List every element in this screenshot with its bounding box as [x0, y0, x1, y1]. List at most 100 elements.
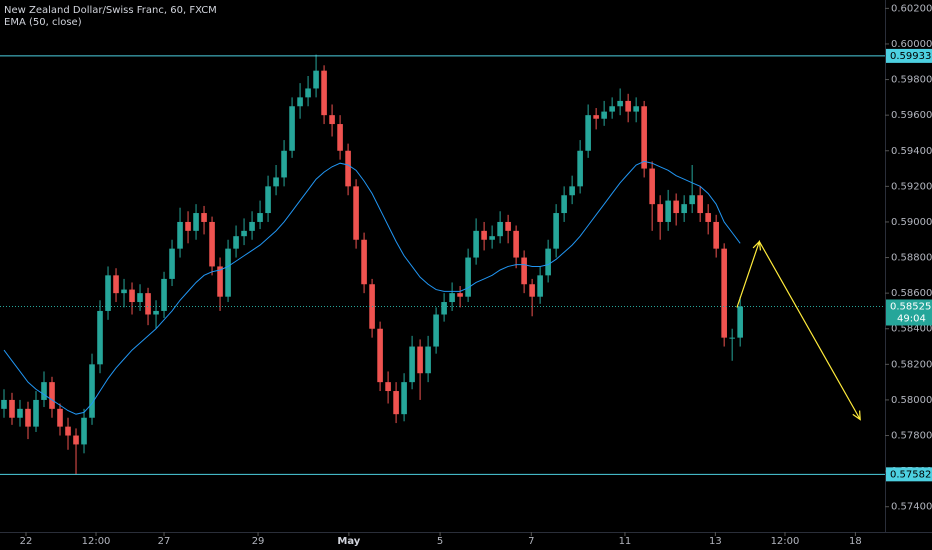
- candle-body: [41, 382, 47, 400]
- x-tick-label: 27: [158, 536, 171, 547]
- candle-body: [689, 195, 695, 205]
- y-tick-label: 0.59800: [891, 75, 932, 86]
- candle-body: [249, 221, 255, 231]
- candle-body: [601, 111, 607, 119]
- chart-title: New Zealand Dollar/Swiss Franc, 60, FXCM: [4, 5, 217, 16]
- arrow-head: [752, 240, 762, 251]
- candle-body: [401, 382, 407, 415]
- candle-body: [377, 328, 383, 383]
- candle-body: [641, 106, 647, 169]
- candle-body: [473, 230, 479, 258]
- candle-body: [129, 289, 135, 303]
- x-tick-label: 29: [252, 536, 265, 547]
- candle-body: [321, 70, 327, 116]
- candle-body: [329, 115, 335, 125]
- y-tick-label: 0.58600: [891, 288, 932, 299]
- candle-body: [417, 346, 423, 374]
- candle-body: [313, 70, 319, 89]
- candle-body: [521, 257, 527, 285]
- candle-body: [337, 124, 343, 151]
- candle-body: [49, 382, 55, 409]
- candle-body: [713, 221, 719, 249]
- y-tick-label: 0.59000: [891, 217, 932, 228]
- candle-body: [1, 399, 7, 409]
- candle-body: [297, 97, 303, 107]
- candle-body: [657, 204, 663, 222]
- candle-body: [257, 213, 263, 222]
- x-tick-label: 7: [528, 536, 534, 547]
- candle-body: [449, 293, 455, 303]
- candle-body: [697, 195, 703, 214]
- candle-body: [145, 293, 151, 315]
- candle-body: [65, 426, 71, 436]
- candle-body: [89, 364, 95, 418]
- candle-body: [737, 306, 743, 338]
- candle-body: [569, 186, 575, 196]
- candle-body: [361, 239, 367, 285]
- candle-body: [193, 213, 199, 231]
- candle-body: [665, 200, 671, 222]
- candle-body: [609, 106, 615, 112]
- candle-body: [393, 391, 399, 415]
- candle-body: [289, 106, 295, 151]
- candle-body: [233, 236, 239, 249]
- candle-body: [649, 168, 655, 205]
- y-tick-label: 0.58200: [891, 359, 932, 370]
- candle-body: [513, 230, 519, 258]
- candle-body: [97, 310, 103, 365]
- candle-body: [441, 302, 447, 315]
- candle-body: [577, 150, 583, 187]
- candle-body: [529, 284, 535, 297]
- candle-body: [425, 346, 431, 374]
- candle-body: [553, 213, 559, 249]
- candle-body: [585, 115, 591, 151]
- y-tick-label: 0.58000: [891, 395, 932, 406]
- candle-body: [265, 186, 271, 214]
- candle-body: [721, 248, 727, 338]
- candle-body: [537, 275, 543, 297]
- candle-body: [185, 221, 191, 231]
- level-label-bg: [886, 48, 932, 63]
- candle-body: [385, 382, 391, 392]
- level-label: 0.59933: [890, 51, 931, 62]
- x-tick-label: 12:00: [771, 536, 800, 547]
- candle-body: [497, 221, 503, 237]
- candle-body: [161, 278, 167, 311]
- candle-body: [625, 100, 631, 112]
- candle-body: [593, 115, 599, 119]
- candle-body: [9, 399, 15, 418]
- candle-body: [113, 275, 119, 294]
- candle-body: [409, 346, 415, 383]
- candle-body: [153, 310, 159, 315]
- candle-body: [617, 100, 623, 107]
- candle-body: [673, 200, 679, 214]
- ema-line: [3, 160, 741, 415]
- x-tick-label: 18: [849, 536, 862, 547]
- candle-body: [705, 213, 711, 222]
- candle-body: [105, 275, 111, 311]
- y-tick-label: 0.59400: [891, 146, 932, 157]
- y-tick-label: 0.58800: [891, 253, 932, 264]
- y-tick-label: 0.60200: [891, 3, 932, 14]
- candle-body: [33, 399, 39, 427]
- last-price-bg: [886, 299, 932, 326]
- candle-body: [225, 248, 231, 297]
- candle-body: [433, 314, 439, 347]
- candle-body: [137, 293, 143, 303]
- countdown-label: 49:04: [897, 313, 926, 324]
- candle-body: [201, 213, 207, 222]
- candle-body: [73, 435, 79, 445]
- candle-body: [345, 150, 351, 187]
- candle-body: [177, 221, 183, 249]
- candle-body: [729, 337, 735, 339]
- candle-body: [481, 230, 487, 240]
- y-tick-label: 0.57400: [891, 502, 932, 513]
- indicator-label: EMA (50, close): [4, 17, 82, 28]
- candle-body: [57, 408, 63, 427]
- candle-body: [353, 186, 359, 240]
- candle-body: [545, 248, 551, 276]
- candle-body: [681, 204, 687, 214]
- y-tick-label: 0.58400: [891, 324, 932, 335]
- level-label-bg: [886, 467, 932, 482]
